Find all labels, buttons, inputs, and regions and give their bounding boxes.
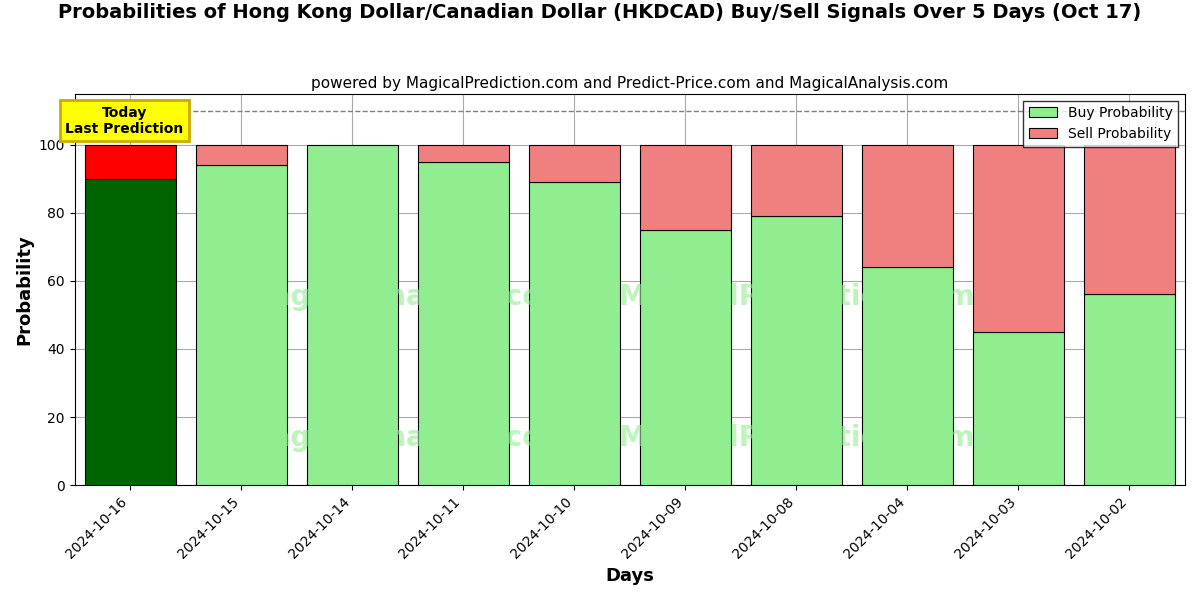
Bar [973, 332, 1064, 485]
Bar [418, 161, 509, 485]
Bar [418, 145, 509, 161]
Bar [973, 145, 1064, 332]
Bar [307, 145, 397, 485]
Bar [751, 216, 842, 485]
Bar [85, 179, 175, 485]
Bar [196, 165, 287, 485]
Bar [85, 145, 175, 179]
Title: powered by MagicalPrediction.com and Predict-Price.com and MagicalAnalysis.com: powered by MagicalPrediction.com and Pre… [311, 76, 948, 91]
Text: MagicalPrediction.com: MagicalPrediction.com [618, 283, 974, 311]
Bar [1084, 145, 1175, 295]
Text: Probabilities of Hong Kong Dollar/Canadian Dollar (HKDCAD) Buy/Sell Signals Over: Probabilities of Hong Kong Dollar/Canadi… [59, 3, 1141, 22]
Bar [751, 145, 842, 216]
Text: MagicalAnalysis.com: MagicalAnalysis.com [245, 424, 571, 452]
Bar [1084, 295, 1175, 485]
Text: Today
Last Prediction: Today Last Prediction [66, 106, 184, 136]
X-axis label: Days: Days [605, 567, 654, 585]
Text: MagicalAnalysis.com: MagicalAnalysis.com [245, 283, 571, 311]
Legend: Buy Probability, Sell Probability: Buy Probability, Sell Probability [1024, 101, 1178, 146]
Bar [529, 182, 620, 485]
Text: MagicalPrediction.com: MagicalPrediction.com [618, 424, 974, 452]
Bar [862, 145, 953, 267]
Bar [640, 230, 731, 485]
Bar [640, 145, 731, 230]
Bar [196, 145, 287, 165]
Bar [529, 145, 620, 182]
Y-axis label: Probability: Probability [16, 234, 34, 345]
Bar [862, 267, 953, 485]
